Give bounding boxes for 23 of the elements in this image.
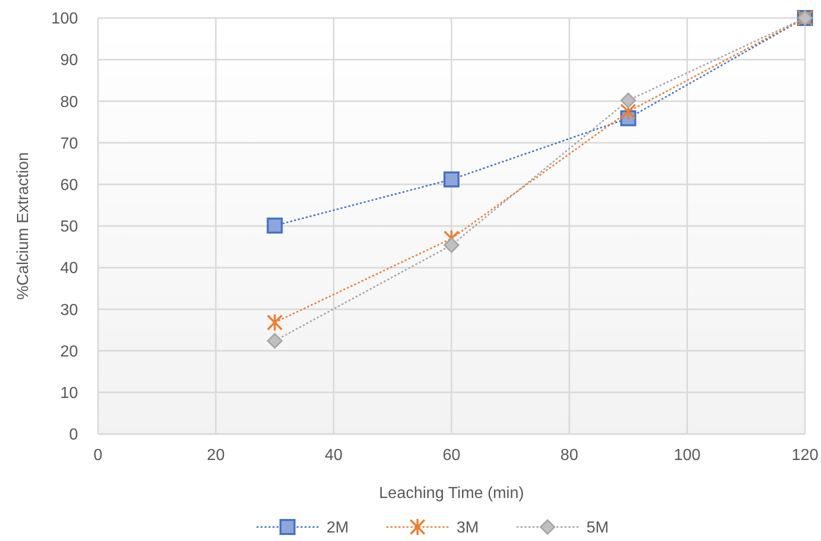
- y-tick-label: 90: [60, 52, 78, 70]
- x-tick-label: 40: [324, 447, 343, 464]
- y-tick-label: 100: [51, 10, 78, 28]
- y-tick-label: 20: [60, 343, 78, 360]
- y-tick-label: 50: [60, 218, 78, 236]
- y-tick-label: 40: [60, 260, 78, 278]
- x-tick-label: 80: [560, 447, 578, 464]
- y-tick-label: 0: [69, 426, 78, 444]
- x-tick-label: 0: [94, 447, 103, 464]
- x-tick-label: 100: [674, 447, 701, 464]
- y-tick-label: 80: [60, 94, 78, 111]
- y-tick-label: 10: [60, 385, 78, 402]
- x-tick-label: 20: [206, 447, 225, 464]
- legend-label: 2M: [326, 520, 349, 537]
- x-tick-label: 60: [442, 447, 460, 464]
- x-tick-label: 120: [792, 447, 818, 464]
- x-axis-title: Leaching Time (min): [379, 485, 524, 502]
- y-axis-title: %Calcium Extraction: [15, 152, 32, 300]
- y-tick-label: 70: [60, 135, 78, 152]
- y-tick-label: 30: [60, 302, 78, 319]
- legend-label: 3M: [456, 520, 479, 537]
- y-tick-label: 60: [60, 177, 78, 194]
- legend-label: 5M: [586, 520, 609, 537]
